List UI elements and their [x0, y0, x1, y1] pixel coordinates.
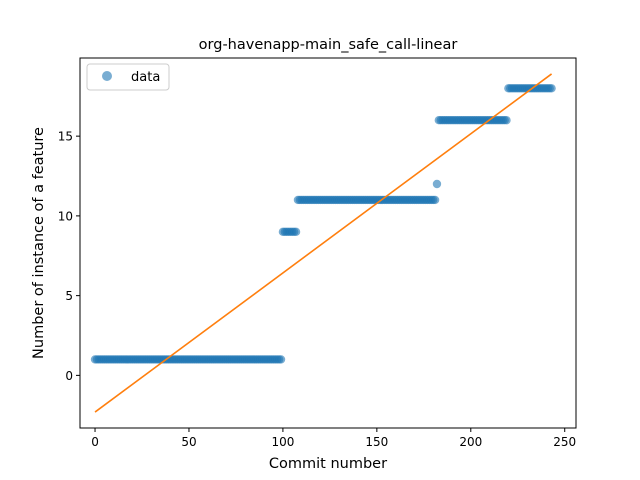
fit-line-layer	[94, 73, 553, 413]
data-point	[276, 355, 286, 364]
fit-line	[94, 73, 553, 413]
axes	[79, 57, 577, 429]
data-point	[291, 227, 301, 237]
legend-frame	[86, 63, 170, 91]
data-points	[90, 84, 556, 364]
data-point	[502, 115, 511, 125]
y-axis-ticks: 0 5 10 15	[58, 130, 80, 383]
x-tick-label: 200	[459, 435, 482, 449]
y-tick-label: 15	[58, 130, 73, 144]
data-point	[432, 179, 442, 189]
y-tick-label: 0	[65, 369, 73, 383]
x-tick-label: 150	[365, 435, 388, 449]
x-tick-label: 0	[91, 435, 99, 449]
data-point	[430, 195, 440, 205]
legend-entry-label: data	[131, 70, 160, 85]
x-tick-label: 50	[181, 435, 196, 449]
x-tick-label: 250	[553, 435, 576, 449]
y-tick-label: 5	[65, 289, 73, 303]
y-axis-label: Number of instance of a feature	[31, 127, 47, 359]
plot-frame	[79, 57, 577, 429]
legend: data	[86, 63, 170, 91]
chart-title: org-havenapp-main_safe_call-linear	[199, 37, 458, 53]
x-axis-ticks: 0 50 100 150 200 250	[91, 428, 576, 449]
x-axis-label: Commit number	[269, 456, 387, 472]
legend-marker	[102, 71, 112, 81]
x-tick-label: 100	[271, 435, 294, 449]
y-tick-label: 10	[58, 209, 73, 223]
data-point	[547, 84, 556, 93]
